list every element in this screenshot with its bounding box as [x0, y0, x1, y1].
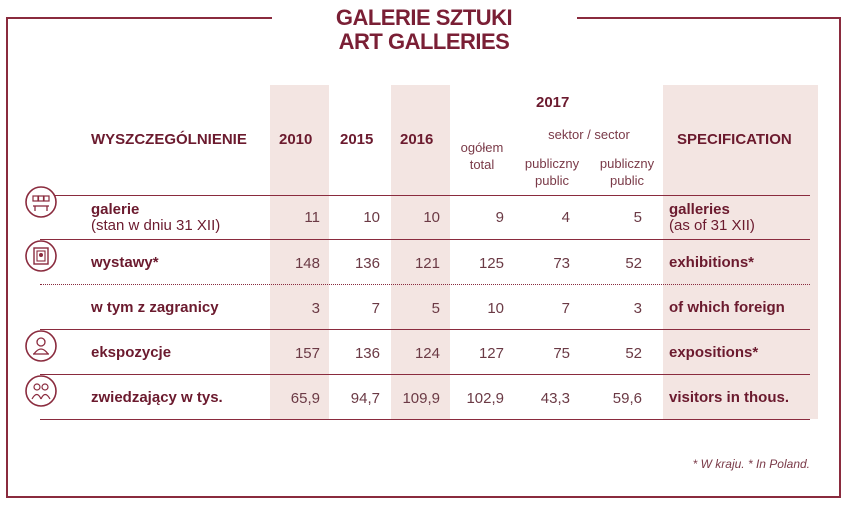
frame-left	[6, 17, 8, 498]
row-galleries-label-en: galleries (as of 31 XII)	[669, 202, 755, 234]
row-exhibitions-label-pl: wystawy*	[91, 255, 159, 271]
header-2015: 2015	[340, 131, 374, 148]
frame-top-left	[6, 17, 272, 19]
table-cell: 7	[561, 300, 570, 317]
table-cell: 43,3	[540, 390, 570, 407]
header-2017: 2017	[536, 94, 570, 111]
table-cell: 9	[495, 209, 504, 226]
table-cell: 124	[414, 345, 440, 362]
shade-col-2010	[270, 85, 329, 419]
header-2016: 2016	[400, 131, 434, 148]
row-galleries-name: galerie	[91, 201, 140, 218]
row-exhibitions-label-en: exhibitions*	[669, 255, 754, 271]
row-expositions-label-pl: ekspozycje	[91, 345, 171, 361]
title-polish: GALERIE SZTUKI	[335, 5, 513, 30]
exhibition-icon	[25, 240, 57, 272]
header-public-text: publiczny public	[524, 156, 580, 188]
table-cell: 52	[625, 345, 642, 362]
header-private: publiczny public	[590, 155, 664, 189]
table-cell: 10	[487, 300, 504, 317]
title-english: ART GALLERIES	[338, 29, 510, 54]
header-sector: sektor / sector	[548, 127, 630, 142]
header-2010: 2010	[279, 131, 313, 148]
row-galleries-sub-en: (as of 31 XII)	[669, 217, 755, 234]
header-spec-en: SPECIFICATION	[677, 131, 792, 148]
row-visitors-label-en: visitors in thous.	[669, 390, 789, 406]
table-cell: 148	[294, 255, 320, 272]
footnote: * W kraju. * In Poland.	[692, 457, 810, 471]
frame-right	[839, 17, 841, 498]
table-cell: 127	[478, 345, 504, 362]
separator-row2	[40, 284, 810, 285]
gallery-icon	[25, 186, 57, 218]
row-expositions-name-en: expositions*	[669, 344, 759, 361]
table-cell: 5	[431, 300, 440, 317]
separator-bottom	[40, 419, 810, 420]
table-cell: 109,9	[402, 390, 440, 407]
frame-bottom	[6, 496, 841, 498]
table-cell: 7	[371, 300, 380, 317]
table-cell: 52	[625, 255, 642, 272]
row-exhibitions-name: wystawy*	[91, 254, 159, 271]
separator-row4	[40, 374, 810, 375]
row-visitors-name-en: visitors in thous.	[669, 389, 790, 406]
row-foreign-name-en: of which foreign	[669, 299, 785, 316]
table-cell: 4	[561, 209, 570, 226]
header-total-text: ogółem total	[460, 140, 504, 172]
table-cell: 65,9	[290, 390, 320, 407]
header-public: publiczny public	[514, 155, 590, 189]
row-galleries-name-en: galleries	[669, 201, 730, 218]
table-cell: 121	[414, 255, 440, 272]
header-total: ogółem total	[450, 139, 514, 173]
table-cell: 136	[354, 345, 380, 362]
table-cell: 73	[553, 255, 570, 272]
table-cell: 59,6	[612, 390, 642, 407]
row-visitors-label-pl: zwiedzający w tys.	[91, 390, 223, 406]
row-galleries-label-pl: galerie (stan w dniu 31 XII)	[91, 202, 220, 234]
visitors-icon	[25, 375, 57, 407]
separator-row3	[40, 329, 810, 330]
table-cell: 75	[553, 345, 570, 362]
frame-top-right	[577, 17, 841, 19]
header-spec-pl: WYSZCZEGÓLNIENIE	[91, 131, 247, 148]
row-expositions-name: ekspozycje	[91, 344, 172, 361]
row-visitors-name: zwiedzający w tys.	[91, 389, 223, 406]
separator-header	[40, 195, 810, 196]
table-cell: 125	[478, 255, 504, 272]
exposition-icon	[25, 330, 57, 362]
table-cell: 10	[423, 209, 440, 226]
row-exhibitions-name-en: exhibitions*	[669, 254, 755, 271]
page-title: GALERIE SZTUKI ART GALLERIES	[0, 6, 848, 54]
row-foreign-name: w tym z zagranicy	[91, 299, 219, 316]
shade-col-spec	[663, 85, 818, 419]
table-cell: 136	[354, 255, 380, 272]
table-cell: 5	[633, 209, 642, 226]
header-private-text: publiczny public	[599, 156, 655, 188]
row-galleries-sub: (stan w dniu 31 XII)	[91, 217, 221, 234]
table-cell: 94,7	[350, 390, 380, 407]
table-cell: 3	[633, 300, 642, 317]
row-expositions-label-en: expositions*	[669, 345, 758, 361]
shade-col-2016	[391, 85, 450, 419]
table-cell: 102,9	[466, 390, 504, 407]
table-cell: 157	[294, 345, 320, 362]
table-cell: 11	[304, 209, 320, 226]
separator-row1	[40, 239, 810, 240]
row-foreign-label-pl: w tym z zagranicy	[91, 300, 219, 316]
row-foreign-label-en: of which foreign	[669, 300, 785, 316]
table-cell: 10	[363, 209, 380, 226]
table-cell: 3	[311, 300, 320, 317]
